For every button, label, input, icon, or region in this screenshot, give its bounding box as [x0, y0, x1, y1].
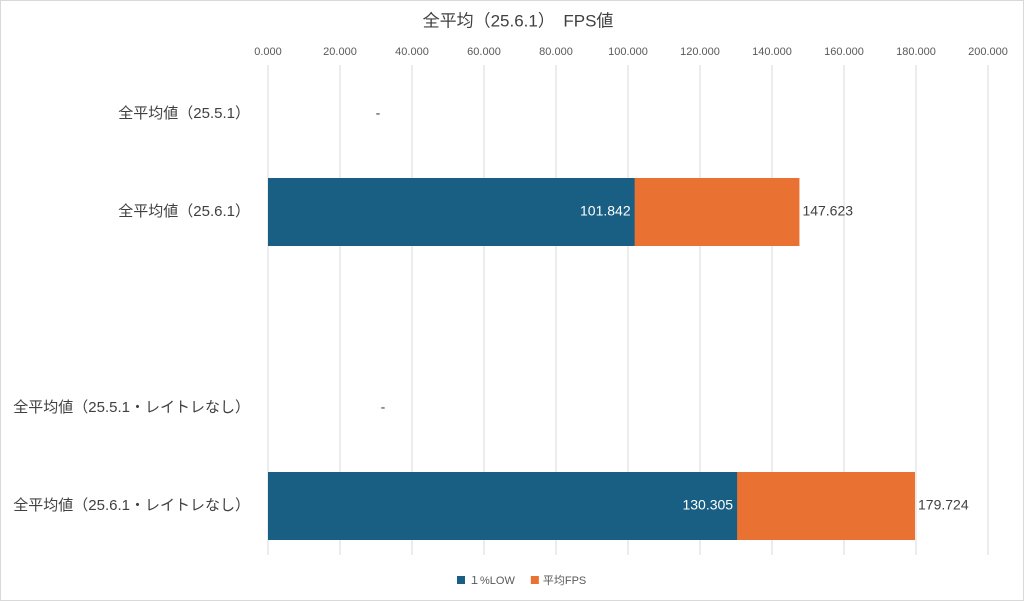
x-tick-label: 20.000 — [323, 46, 357, 58]
x-tick-label: 40.000 — [395, 46, 429, 58]
x-tick-label: 120.000 — [680, 46, 720, 58]
bar — [268, 472, 738, 540]
chart-title: 全平均（25.6.1） FPS値 — [423, 11, 614, 30]
legend-swatch — [530, 576, 539, 584]
bar — [268, 178, 635, 246]
x-tick-label: 160.000 — [824, 46, 864, 58]
data-label: 147.623 — [802, 203, 853, 219]
y-tick-label: 全平均値（25.6.1・レイトレなし） — [13, 496, 250, 514]
x-tick-label: 60.000 — [467, 46, 501, 58]
x-tick-label: 200.000 — [968, 46, 1008, 58]
x-tick-label: 100.000 — [608, 46, 648, 58]
data-label: 101.842 — [580, 203, 631, 219]
legend-swatch — [457, 576, 465, 584]
legend-label: 平均FPS — [543, 574, 586, 587]
data-label: - — [381, 399, 386, 415]
y-tick-label: 全平均値（25.5.1・レイトレなし） — [13, 398, 250, 416]
x-tick-label: 180.000 — [896, 46, 936, 58]
x-tick-label: 140.000 — [752, 46, 792, 58]
x-tick-label: 0.000 — [254, 46, 282, 58]
y-tick-label: 全平均値（25.6.1） — [118, 202, 250, 220]
data-label: 130.305 — [682, 497, 733, 513]
legend-label: １%LOW — [469, 575, 515, 587]
data-label: - — [376, 105, 381, 121]
y-tick-label: 全平均値（25.5.1） — [118, 104, 250, 122]
data-label: 179.724 — [918, 497, 969, 513]
x-tick-label: 80.000 — [539, 46, 573, 58]
